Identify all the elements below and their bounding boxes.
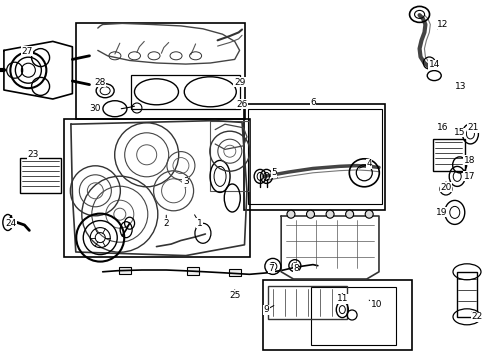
Text: 29: 29 — [233, 77, 245, 86]
Text: 14: 14 — [427, 60, 439, 69]
Text: 23: 23 — [27, 150, 39, 159]
Text: 9: 9 — [263, 305, 269, 314]
Circle shape — [365, 210, 372, 218]
Bar — [456, 272, 476, 317]
Text: 10: 10 — [370, 300, 382, 309]
Text: 7: 7 — [268, 264, 274, 273]
Text: 2: 2 — [163, 219, 169, 228]
Text: 12: 12 — [436, 20, 447, 29]
Text: 17: 17 — [463, 172, 474, 181]
Bar — [76, 23, 244, 119]
Text: 19: 19 — [435, 208, 447, 217]
Circle shape — [345, 210, 353, 218]
Text: 26: 26 — [236, 100, 247, 109]
Circle shape — [306, 210, 314, 218]
Text: 13: 13 — [454, 82, 466, 91]
Text: 27: 27 — [21, 46, 33, 55]
Circle shape — [286, 210, 294, 218]
Text: 16: 16 — [436, 123, 448, 132]
Text: 18: 18 — [463, 156, 474, 165]
Bar — [131, 75, 239, 109]
Text: 4: 4 — [366, 159, 371, 168]
Bar — [267, 286, 346, 319]
Text: 24: 24 — [5, 219, 17, 228]
Text: 1: 1 — [196, 219, 202, 228]
Text: 8: 8 — [292, 264, 298, 273]
Text: 25: 25 — [228, 291, 240, 300]
Text: 28: 28 — [94, 77, 106, 86]
Bar — [187, 267, 199, 275]
Bar — [119, 267, 130, 274]
Circle shape — [325, 210, 333, 218]
Text: 6: 6 — [309, 98, 315, 107]
Text: 11: 11 — [336, 294, 347, 303]
Text: 21: 21 — [467, 123, 478, 132]
Text: 5: 5 — [270, 168, 276, 177]
Text: 22: 22 — [470, 312, 482, 321]
Text: 3: 3 — [183, 177, 188, 186]
Bar — [20, 158, 61, 193]
Bar — [432, 139, 464, 171]
Bar — [248, 109, 382, 204]
Bar — [263, 280, 411, 350]
Text: 20: 20 — [439, 183, 451, 192]
Text: 30: 30 — [89, 104, 101, 113]
Bar — [210, 121, 249, 191]
Bar — [228, 269, 240, 276]
Bar — [310, 287, 395, 345]
Bar — [243, 104, 384, 210]
Text: 15: 15 — [453, 128, 465, 137]
Bar — [63, 119, 250, 257]
